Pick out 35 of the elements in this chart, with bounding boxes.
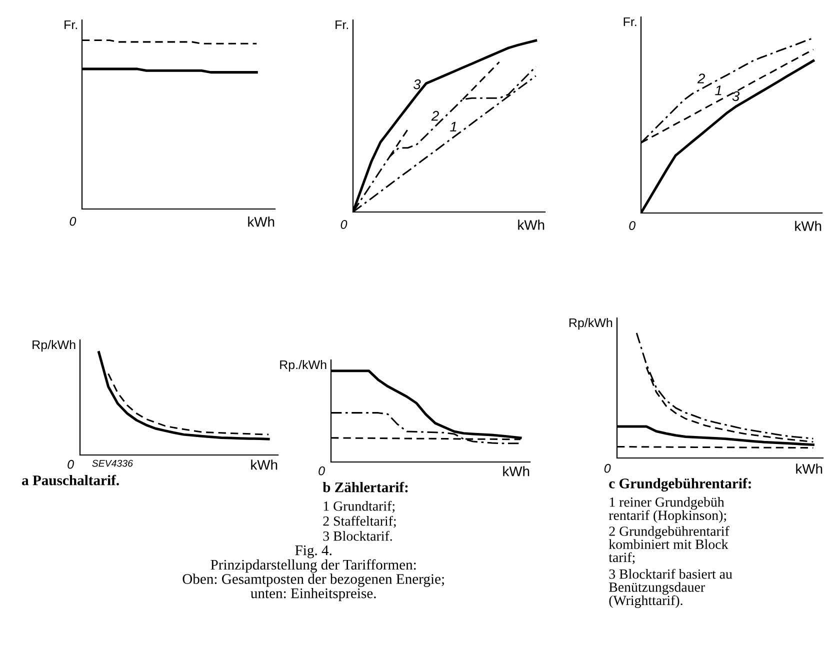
text: 0 bbox=[318, 466, 325, 476]
y-axis-title: Fr. bbox=[624, 17, 636, 26]
x-axis-title: kWh bbox=[248, 216, 274, 227]
text: a Pauschaltarif. bbox=[22, 474, 119, 486]
series-label: 3 bbox=[732, 91, 740, 102]
x-axis-title: kWh bbox=[251, 460, 278, 470]
text: 1 reiner Grundgebüh rentarif (Hopkinson); bbox=[608, 497, 726, 523]
x-axis-title: kWh bbox=[796, 464, 822, 474]
series-label: 1 bbox=[715, 86, 722, 96]
text: SEV4336 bbox=[92, 460, 133, 467]
series-label: 3 bbox=[413, 79, 421, 90]
y-axis-title: Rp/kWh bbox=[569, 318, 612, 330]
text: 3 Blocktarif basiert au Benützungsdauer (Wrighttarif). bbox=[609, 568, 732, 608]
text: c Grundgebührentarif: bbox=[609, 478, 751, 492]
text: 3 Blocktarif. bbox=[323, 530, 392, 541]
x-axis-title: kWh bbox=[795, 220, 822, 231]
text: 0 bbox=[68, 460, 74, 469]
x-axis-title: kWh bbox=[503, 466, 530, 476]
text: b Zählertarif: bbox=[322, 482, 408, 492]
text: 0 bbox=[629, 221, 636, 230]
text: Fig. 4. Prinzipdarstellung der Tarifformen: Oben: Gesamtposten der bezogenen Energie; unten: Einheitspreise. bbox=[182, 545, 444, 602]
text: 0 bbox=[340, 220, 348, 229]
y-axis-title: Rp/kWh bbox=[32, 340, 76, 352]
text: 2 Grundgebührentarif kombiniert mit Block tarif; bbox=[608, 526, 730, 564]
y-axis-title: Fr. bbox=[336, 20, 348, 30]
y-axis-title: Rp./kWh bbox=[280, 360, 326, 372]
y-axis-title: Fr. bbox=[64, 20, 77, 30]
series-label: 2 bbox=[431, 110, 439, 121]
text: 2 Staffeltarif; bbox=[323, 516, 396, 528]
x-axis-title: kWh bbox=[518, 220, 544, 230]
text: 0 bbox=[604, 464, 611, 473]
text: 0 bbox=[70, 216, 76, 226]
text: 1 Grundtarif; bbox=[324, 500, 394, 513]
series-label: 2 bbox=[697, 74, 705, 84]
series-label: 1 bbox=[450, 122, 456, 132]
